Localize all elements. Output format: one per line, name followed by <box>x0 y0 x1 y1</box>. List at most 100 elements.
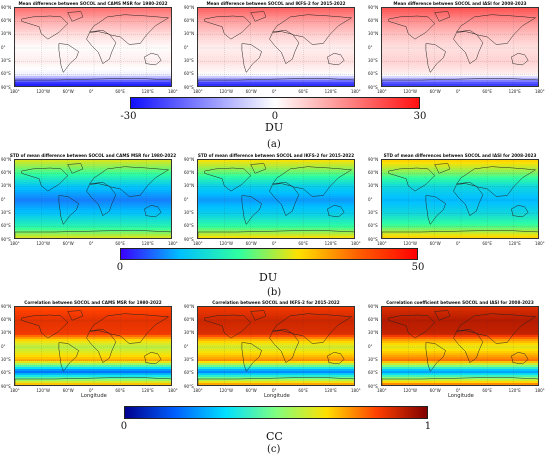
lat-tick: 60°N <box>1 316 12 322</box>
heatmap-band <box>382 166 538 169</box>
heatmap-band <box>382 200 538 203</box>
heatmap-band <box>198 18 354 21</box>
heatmap-band <box>15 351 171 354</box>
heatmap-band <box>15 12 171 15</box>
lon-tick: 180° <box>10 240 20 246</box>
coastline <box>327 53 345 66</box>
heatmap-band <box>382 20 538 23</box>
coastline <box>382 77 538 86</box>
coastline <box>327 352 345 365</box>
lat-tick: 90°N <box>184 4 195 10</box>
heatmap-band <box>15 60 171 63</box>
map-title: STD of mean differences between SOCOL an… <box>383 153 537 158</box>
heatmap-svg <box>15 160 171 238</box>
colorbar <box>124 406 428 419</box>
lat-tick: 90°S <box>368 236 378 242</box>
coastline <box>21 314 69 339</box>
heatmap-band <box>382 52 538 55</box>
heatmap-band <box>198 331 354 334</box>
heatmap-band <box>382 363 538 366</box>
heatmap-band <box>382 315 538 318</box>
coastline <box>241 43 262 73</box>
heatmap-band <box>198 226 354 229</box>
lat-tick: 90°S <box>1 236 11 242</box>
heatmap-band <box>15 226 171 229</box>
heatmap-band <box>198 160 354 163</box>
heatmap-band <box>198 339 354 342</box>
heatmap-band <box>198 351 354 354</box>
coastline <box>198 229 354 238</box>
heatmap-band <box>198 337 354 340</box>
lon-tick: 60°E <box>115 240 125 246</box>
coastline <box>67 163 84 174</box>
coastline <box>204 314 252 339</box>
heatmap-band <box>198 333 354 336</box>
heatmap-band <box>198 343 354 346</box>
lat-tick: 0° <box>184 343 189 349</box>
heatmap-band <box>382 204 538 207</box>
lat-tick: 30°S <box>368 356 378 362</box>
heatmap-band <box>198 315 354 318</box>
map-title: Mean difference between SOCOL and IASI f… <box>393 1 527 6</box>
heatmap-band <box>15 363 171 366</box>
heatmap-band <box>198 32 354 35</box>
lon-tick: 60°E <box>482 387 492 393</box>
coastline <box>89 166 170 197</box>
heatmap-band <box>15 309 171 312</box>
heatmap-band <box>382 68 538 71</box>
coastline <box>144 53 162 66</box>
heatmap-band <box>382 349 538 352</box>
heatmap-band <box>198 317 354 320</box>
lon-tick: 180° <box>193 387 203 393</box>
heatmap-band <box>382 307 538 310</box>
heatmap-band <box>382 64 538 67</box>
heatmap-band <box>15 236 171 238</box>
lat-tick: 30°N <box>1 31 12 37</box>
heatmap-band <box>198 194 354 197</box>
heatmap-band <box>15 210 171 213</box>
heatmap-band <box>15 194 171 197</box>
lat-tick: 0° <box>368 44 373 50</box>
lon-tick: 60°W <box>245 387 257 393</box>
coastline <box>250 163 267 174</box>
heatmap-band <box>382 12 538 15</box>
heatmap-band <box>382 311 538 314</box>
heatmap-band <box>382 353 538 356</box>
heatmap-band <box>382 216 538 219</box>
heatmap-band <box>382 172 538 175</box>
lon-tick: 120°W <box>403 387 417 393</box>
coastline <box>511 53 529 66</box>
heatmap-band <box>15 307 171 310</box>
heatmap-band <box>382 16 538 19</box>
lat-tick: 30°S <box>368 209 378 215</box>
lon-tick: 0° <box>89 240 94 246</box>
heatmap-band <box>382 206 538 209</box>
heatmap-map <box>197 159 355 239</box>
coastline <box>67 310 84 321</box>
lon-tick: 180° <box>535 387 545 393</box>
heatmap-band <box>382 337 538 340</box>
heatmap-band <box>15 357 171 360</box>
lon-tick: 60°E <box>298 240 308 246</box>
heatmap-band <box>382 32 538 35</box>
lat-tick: 60°S <box>368 71 378 77</box>
coastline <box>382 229 538 238</box>
lat-tick: 60°N <box>184 316 195 322</box>
heatmap-band <box>382 365 538 368</box>
coastline <box>204 167 252 192</box>
heatmap-band <box>198 313 354 316</box>
heatmap-band <box>198 14 354 17</box>
lat-tick: 30°S <box>368 57 378 63</box>
heatmap-band <box>198 222 354 225</box>
lon-tick: 120°E <box>141 240 154 246</box>
lat-tick: 90°N <box>368 156 379 162</box>
coastline <box>453 183 484 216</box>
heatmap-band <box>198 347 354 350</box>
x-axis-label: Longitude <box>264 393 290 399</box>
lon-tick: 0° <box>456 88 461 94</box>
lon-tick: 0° <box>89 88 94 94</box>
heatmap-band <box>15 337 171 340</box>
lon-tick: 60°E <box>482 88 492 94</box>
heatmap-band <box>382 80 538 83</box>
heatmap-map <box>381 306 539 386</box>
